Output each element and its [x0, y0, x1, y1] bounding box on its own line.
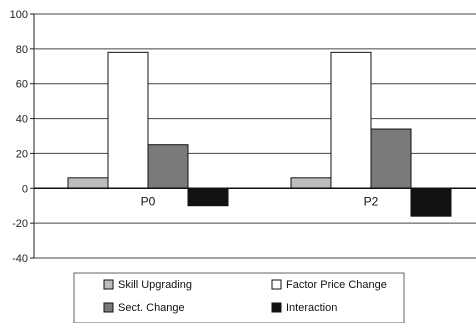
legend-swatch: [103, 279, 114, 290]
y-tick-label: 80: [16, 44, 28, 56]
bar-p0-sect-change: [147, 144, 189, 189]
y-tick-label: 20: [16, 148, 28, 160]
legend-label: Factor Price Change: [286, 279, 387, 291]
bar-p0-factor-price-change: [107, 51, 149, 189]
y-axis-ticks: -40 -20 0 20 40 60 80 100: [10, 9, 34, 265]
legend-label: Sect. Change: [118, 302, 185, 314]
y-tick-label: 60: [16, 79, 28, 91]
bars: [67, 51, 452, 217]
bar-p0-skill-upgrading: [67, 177, 109, 189]
y-tick-label: -40: [12, 253, 28, 265]
y-tick-label: 0: [22, 183, 28, 195]
bar-p2-sect-change: [370, 128, 412, 189]
y-tick-label: 40: [16, 114, 28, 126]
legend-label: Interaction: [286, 302, 337, 314]
legend-swatch: [103, 302, 114, 313]
legend-label: Skill Upgrading: [118, 279, 192, 291]
bar-p0-interaction: [187, 187, 229, 207]
bar-p2-factor-price-change: [330, 51, 372, 189]
bar-p2-interaction: [410, 187, 452, 217]
y-tick-label: -20: [12, 218, 28, 230]
y-tick-label: 100: [10, 9, 28, 21]
legend-box: [73, 272, 405, 323]
legend: Skill Upgrading Factor Price Change Sect. …: [73, 272, 405, 323]
legend-swatch: [271, 302, 282, 313]
category-labels: P0 P2: [141, 194, 379, 208]
bar-p2-skill-upgrading: [290, 177, 332, 189]
category-label: P0: [141, 194, 156, 208]
category-label: P2: [364, 194, 379, 208]
legend-swatch: [271, 279, 282, 290]
